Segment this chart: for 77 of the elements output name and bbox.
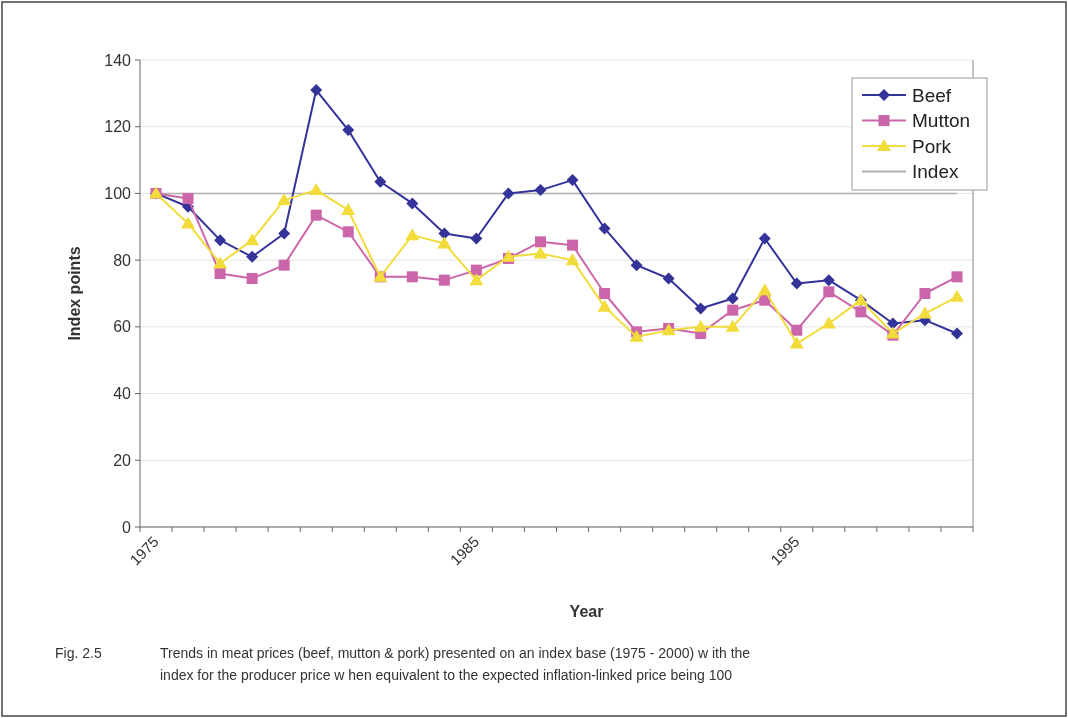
caption: Fig. 2.5 — [55, 645, 102, 661]
point — [757, 283, 772, 296]
y-tick-label: 40 — [113, 385, 132, 403]
point — [342, 124, 355, 137]
point — [502, 187, 515, 200]
point — [951, 271, 963, 283]
point — [727, 304, 739, 316]
point — [726, 292, 739, 305]
y-tick-label: 0 — [122, 518, 132, 536]
point — [342, 226, 354, 238]
point — [470, 232, 483, 245]
text: index for the producer price w hen equivalent to the expected inflation-linked price being 100 — [160, 667, 733, 683]
point — [309, 183, 324, 196]
y-tick-label: 60 — [113, 318, 132, 336]
legend-label: Index — [912, 161, 959, 183]
point — [406, 197, 419, 210]
legend-label: Beef — [912, 84, 952, 106]
point — [182, 192, 194, 204]
x-axis-title: Year — [569, 603, 604, 620]
point — [886, 317, 899, 330]
point — [662, 272, 675, 285]
point — [406, 271, 418, 283]
point — [598, 222, 611, 235]
point — [821, 316, 836, 329]
point — [181, 216, 196, 229]
y-tick-label: 140 — [104, 51, 132, 69]
point — [534, 184, 547, 197]
point — [310, 209, 322, 221]
y-tick-label: 100 — [104, 185, 132, 203]
point — [789, 336, 804, 349]
point — [374, 175, 387, 188]
y-axis-title: Index points — [66, 246, 83, 341]
point — [597, 299, 612, 312]
point — [694, 302, 707, 315]
point — [790, 277, 803, 290]
point — [533, 246, 548, 259]
point — [469, 273, 484, 286]
point — [949, 289, 964, 302]
point — [629, 329, 644, 342]
point — [341, 203, 356, 216]
point — [213, 256, 228, 269]
point — [566, 174, 579, 187]
point — [278, 227, 291, 240]
point — [855, 306, 867, 318]
legend-label: Mutton — [912, 110, 971, 132]
point — [917, 306, 932, 319]
point — [246, 272, 258, 284]
point — [791, 324, 803, 336]
point — [310, 84, 323, 97]
point — [438, 274, 450, 286]
point — [630, 259, 643, 272]
point — [693, 319, 708, 332]
point — [405, 228, 420, 241]
point — [278, 259, 290, 271]
y-tick-label: 120 — [104, 118, 132, 136]
point — [823, 286, 835, 298]
y-tick-label: 20 — [113, 451, 132, 469]
legend-label: Pork — [912, 135, 952, 157]
point — [437, 236, 452, 249]
point — [758, 232, 771, 245]
point — [245, 233, 260, 246]
point — [822, 274, 835, 287]
point — [565, 253, 580, 266]
point — [599, 288, 611, 299]
point — [214, 267, 226, 279]
point — [534, 236, 546, 248]
point — [470, 264, 482, 276]
point — [214, 234, 227, 247]
point — [725, 319, 740, 332]
point — [246, 250, 259, 263]
point — [277, 193, 292, 206]
text: Trends in meat prices (beef, mutton & pork) presented on an index base (1975 - 2000) w ith the — [160, 645, 751, 661]
point — [438, 227, 451, 240]
point — [919, 288, 931, 299]
point — [950, 327, 963, 340]
y-tick-label: 80 — [113, 251, 132, 269]
point — [567, 239, 579, 251]
